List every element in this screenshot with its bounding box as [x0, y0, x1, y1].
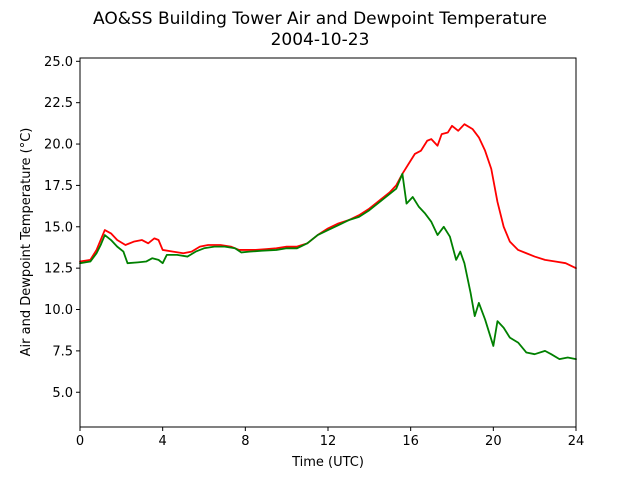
chart-subtitle: 2004-10-23 [271, 30, 370, 50]
plot-area: 0 4 8 12 16 20 24 5.0 7.5 10.0 12.5 15.0 17.5 20.0 22.… [44, 55, 584, 449]
x-tick-label: 16 [402, 434, 419, 449]
y-tick-label: 5.0 [52, 386, 73, 401]
x-tick-label: 4 [159, 434, 167, 449]
series-line-1 [79, 172, 577, 361]
y-tick-label: 22.5 [44, 96, 73, 111]
series-line-0 [79, 123, 577, 270]
y-tick-label: 25.0 [44, 55, 73, 70]
y-tick-label: 20.0 [44, 138, 73, 153]
y-tick-label: 15.0 [44, 220, 73, 235]
y-tick-label: 17.5 [44, 179, 73, 194]
y-tick-label: 12.5 [44, 262, 73, 277]
y-axis-label: Air and Dewpoint Temperature (°C) [19, 128, 34, 357]
chart-title: AO&SS Building Tower Air and Dewpoint Te… [93, 9, 547, 29]
plot-frame [79, 57, 577, 428]
x-tick-label: 24 [568, 434, 585, 449]
x-tick-label: 0 [76, 434, 84, 449]
y-tick-label: 7.5 [52, 344, 73, 359]
x-axis-label: Time (UTC) [291, 455, 364, 470]
x-tick-label: 8 [241, 434, 249, 449]
x-tick-label: 12 [320, 434, 337, 449]
y-tick-label: 10.0 [44, 303, 73, 318]
x-tick-label: 20 [485, 434, 502, 449]
